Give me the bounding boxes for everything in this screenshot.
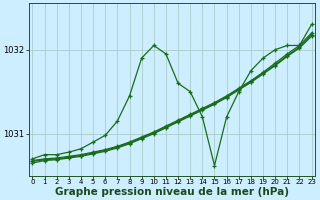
- X-axis label: Graphe pression niveau de la mer (hPa): Graphe pression niveau de la mer (hPa): [55, 187, 289, 197]
